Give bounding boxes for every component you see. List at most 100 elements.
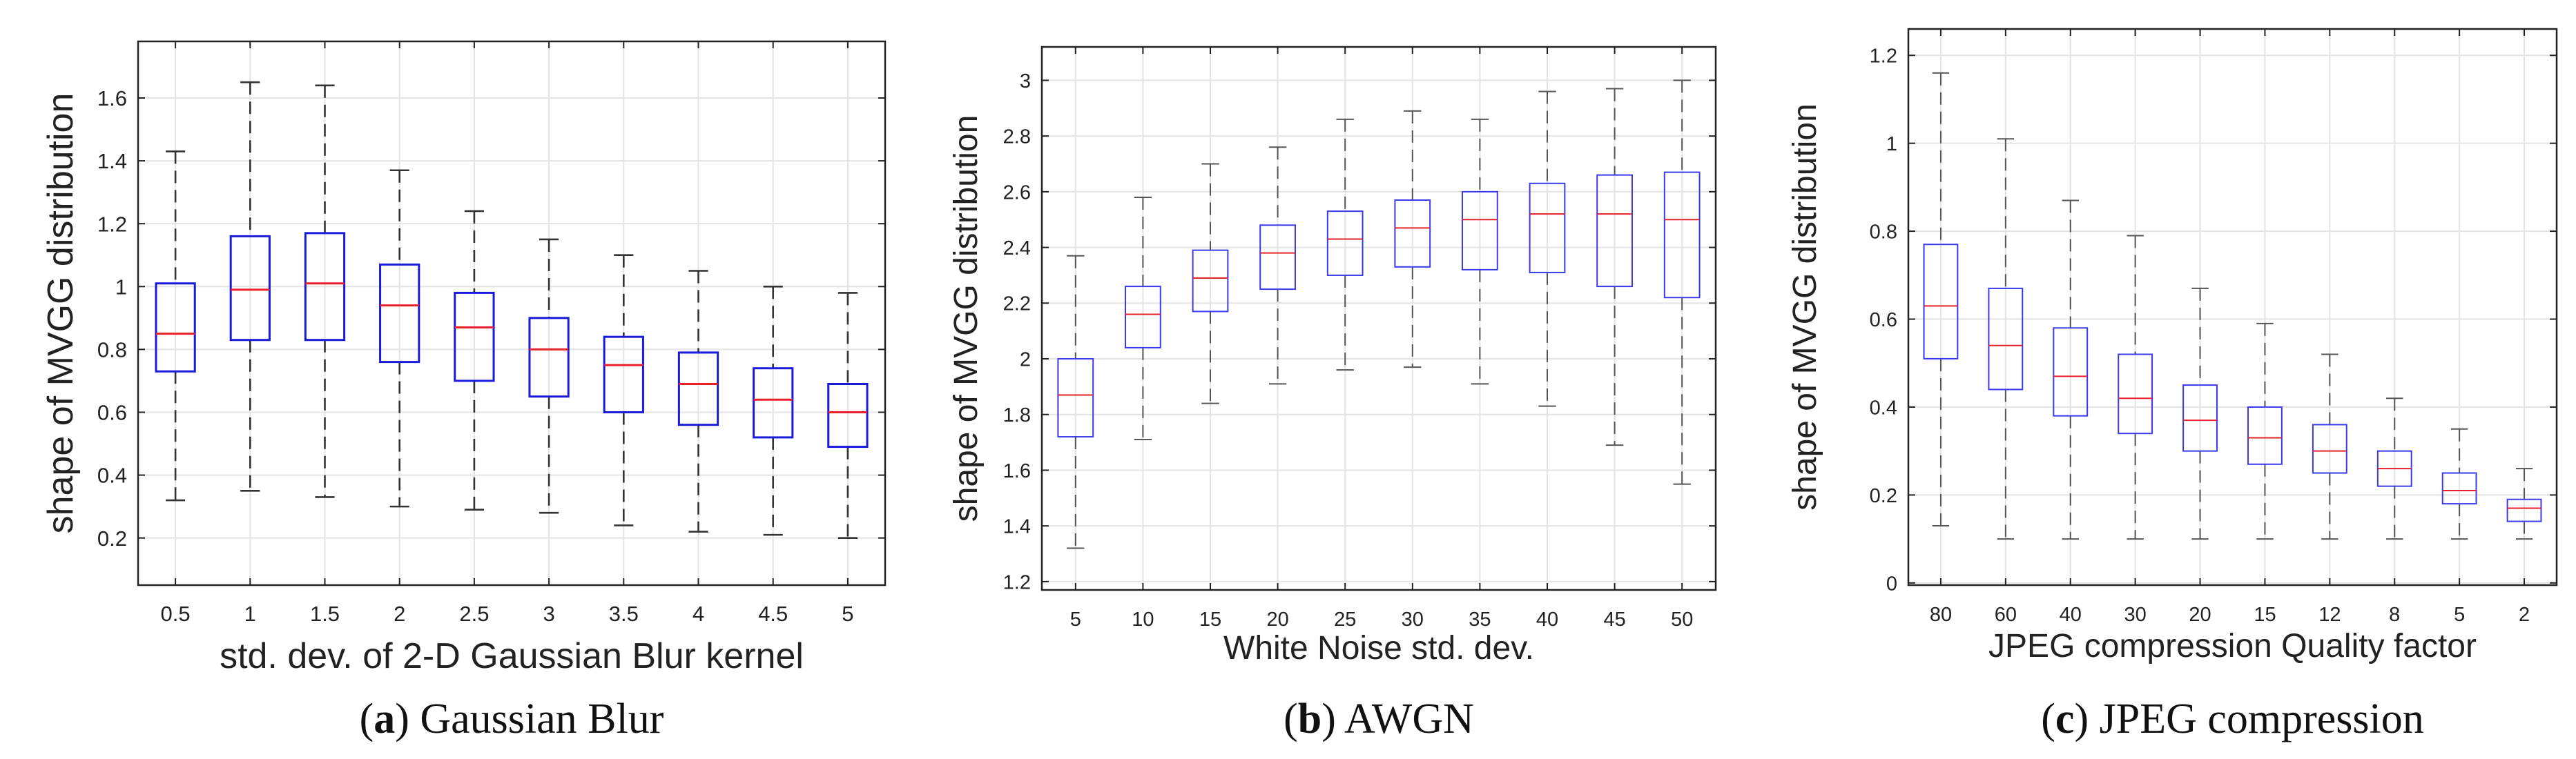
y-tick-label: 2.6 [1003,181,1031,204]
iqr-box [1529,182,1566,273]
x-tick-label: 20 [1266,609,1288,631]
iqr-box [2118,353,2153,435]
y-tick-label: 2.2 [1003,293,1031,315]
iqr-box [1192,249,1229,313]
caption-paren-close: ) [2074,696,2089,742]
box-50 [1663,79,1701,485]
y-tick-label: 0.4 [1870,397,1897,419]
y-tick-label: 1 [1886,133,1897,155]
iqr-box [1663,171,1701,299]
x-tick-label: 0.5 [161,602,191,626]
y-tick-label: 0.2 [1870,485,1897,507]
iqr-box [1125,286,1161,348]
y-tick-label: 2.4 [1003,237,1031,259]
box-2 [2506,468,2542,540]
box-40 [2053,199,2089,540]
y-tick-label: 1.4 [97,149,127,173]
box-15 [2247,322,2283,540]
axes-frame [1907,28,2558,586]
caption-letter: c [2055,696,2075,742]
box-20 [2182,287,2218,540]
box-30 [1394,110,1431,368]
plot-area [1042,47,1716,590]
y-tick-label: 1.2 [1003,571,1031,593]
iqr-box [2441,472,2477,505]
axes-frame [137,40,887,586]
caption-paren-open: ( [360,696,374,742]
y-tick-label: 2.8 [1003,126,1031,148]
y-tick-label: 1.6 [1003,460,1031,482]
x-tick-label: 12 [2318,604,2341,626]
iqr-box [2506,498,2542,522]
x-tick-label: 2 [394,602,405,626]
iqr-box [304,232,346,342]
box-4 [677,270,719,533]
caption-paren-open: ( [1284,696,1298,742]
box-80 [1923,72,1959,526]
caption-paren-close: ) [395,696,409,742]
x-tick-label: 1.5 [310,602,340,626]
x-tick-label: 1 [244,602,256,626]
iqr-box [1596,174,1633,288]
x-tick-label: 8 [2389,604,2400,626]
subfigure-caption: (b) AWGN [1284,696,1474,742]
chart-b: 1.21.41.61.822.22.42.62.835 10 15 20 25 30 35 4… [948,46,1717,742]
iqr-box [2312,424,2347,474]
box-10 [1125,196,1161,441]
plot-area [138,41,885,585]
iqr-box [1988,287,2024,391]
box-25 [1326,118,1364,371]
x-tick-label: 60 [1995,604,2017,626]
y-tick-label: 0.8 [1870,221,1897,244]
y-tick-label: 0.8 [97,338,127,362]
x-tick-label: 5 [2454,604,2465,626]
y-tick-label: 0.2 [97,526,127,551]
iqr-box [1923,244,1959,359]
iqr-box [454,291,495,382]
y-tick-label: 1.6 [97,86,127,110]
box-35 [1462,118,1498,385]
x-tick-label: 4.5 [758,602,788,626]
x-tick-label: 3.5 [609,602,639,626]
subfigure-caption: (a) Gaussian Blur [360,696,664,742]
box-45 [1596,88,1633,446]
y-tick-label: 3 [1020,70,1031,92]
iqr-box [2247,406,2283,465]
x-axis-label: std. dev. of 2-D Gaussian Blur kernel [220,636,804,676]
chart-a: 0.2 0.4 0.6 0.8 1 1.2 1.4 1.6 0.5 1 1.5 2 2.5 3 3.5 4 4.… [41,40,887,742]
iqr-box [155,282,196,373]
caption-letter: b [1298,696,1321,742]
chart-c: 0 0.2 0.4 0.6 0.8 1 1.2 80 60 40 30 20 15 12 8 5 2 JPEG c… [1787,28,2558,742]
box-8 [2376,397,2412,540]
iqr-box [2053,327,2089,417]
caption-paren-open: ( [2041,696,2055,742]
y-tick-label: 1 [115,275,127,299]
x-tick-label: 5 [842,602,853,626]
x-tick-label: 30 [1402,609,1424,631]
iqr-box [2182,384,2218,452]
plot-area [1908,29,2557,585]
x-tick-label: 10 [1132,609,1154,631]
caption-text: JPEG compression [2089,696,2424,742]
x-tick-label: 4 [693,602,704,626]
iqr-box [1326,210,1364,276]
box-5 [827,292,869,539]
y-tick-label: 2 [1020,348,1031,371]
x-tick-label: 25 [1334,609,1356,631]
y-tick-label: 1.2 [1870,46,1897,68]
box-30 [2118,235,2153,540]
box-2 [379,169,420,508]
x-tick-label: 45 [1603,609,1625,631]
iqr-box [379,263,420,364]
box-4.5 [753,285,794,536]
y-axis-label: shape of MVGG distribution [948,115,985,522]
box-20 [1259,146,1296,385]
box-1.5 [304,84,346,498]
iqr-box [229,235,271,342]
y-tick-label: 0.4 [97,464,127,488]
iqr-box [603,335,644,413]
box-2.5 [454,210,495,511]
caption-letter: a [374,696,395,742]
x-tick-label: 20 [2189,604,2211,626]
